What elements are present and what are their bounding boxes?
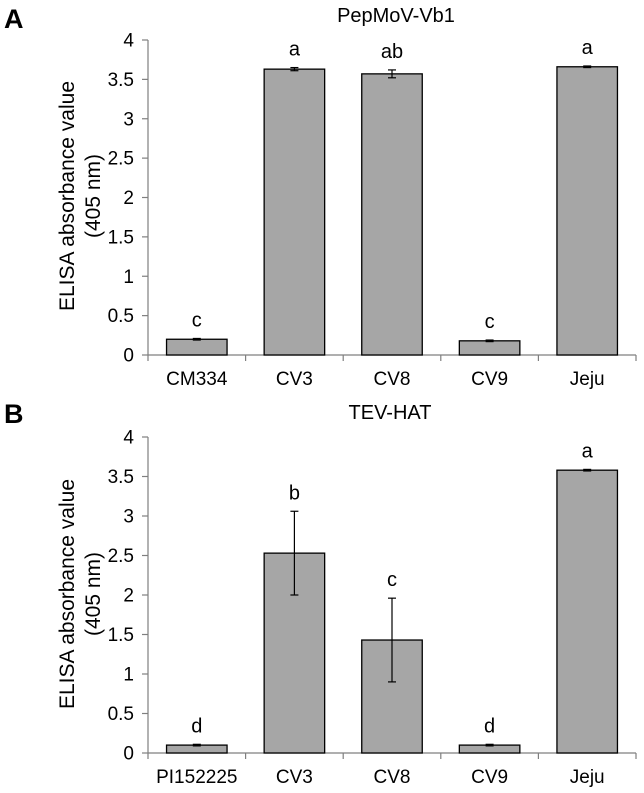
panel-a-category-label: CV8 — [374, 369, 411, 390]
panel-b-ytick-label: 3.5 — [108, 467, 134, 488]
panel-b-category-label: CV8 — [374, 767, 411, 788]
panel-a-significance-label: c — [485, 311, 495, 333]
panel-a-ylabel-line1: ELISA absorbance value — [56, 81, 79, 311]
panel-b-category-label: PI152225 — [156, 767, 237, 788]
panel-a-ytick-label: 1.5 — [108, 227, 134, 248]
panel-a-bar-cv3 — [263, 68, 326, 356]
panel-b-significance-label: d — [484, 715, 495, 737]
panel-b-ytick-label: 1.5 — [108, 625, 134, 646]
panel-b-plot-area: 0 0.5 1 1.5 2 2.5 3 3.5 4 d PI152225 b CV3 c CV8 d CV9 a J… — [108, 428, 637, 788]
panel-a-significance-label: c — [192, 309, 202, 331]
panel-b-ytick-label: 0.5 — [108, 704, 134, 725]
panel-a-ytick-label: 4 — [123, 31, 134, 52]
panel-a-category-label: CM334 — [166, 369, 228, 390]
panel-a-significance-label: a — [289, 39, 301, 61]
panel-b-significance-label: c — [387, 569, 397, 591]
panel-a-bar-cv9 — [458, 340, 521, 356]
panel-b-ytick-label: 0 — [123, 744, 134, 765]
panel-b-letter: B — [4, 399, 24, 429]
panel-b-ylabel-line2: (405 nm) — [82, 552, 105, 636]
panel-b-ytick-label: 2.5 — [108, 546, 134, 567]
panel-a-ylabel: ELISA absorbance value (405 nm) — [56, 81, 105, 311]
panel-a-ytick-label: 3.5 — [108, 70, 134, 91]
panel-b-ytick-label: 3 — [123, 507, 134, 528]
panel-a-ytick-label: 0.5 — [108, 306, 134, 327]
panel-b-category-label: CV9 — [471, 767, 508, 788]
panel-a-letter: A — [4, 4, 24, 34]
panel-b-ylabel-line1: ELISA absorbance value — [56, 479, 79, 709]
panel-b-significance-label: d — [191, 715, 202, 737]
panel-b-bar-jeju — [556, 469, 619, 754]
panel-b-ytick-label: 2 — [123, 586, 134, 607]
panel-a-ytick-label: 2 — [123, 188, 134, 209]
panel-a-category-label: Jeju — [570, 369, 605, 390]
panel-b-significance-label: b — [289, 482, 300, 504]
panel-b-ytick-label: 4 — [123, 428, 134, 449]
panel-a-title: PepMoV-Vb1 — [337, 5, 455, 27]
panel-a-significance-label: ab — [381, 41, 403, 63]
panel-b-ylabel: ELISA absorbance value (405 nm) — [56, 479, 105, 709]
panel-a-ytick-label: 1 — [123, 267, 134, 288]
panel-a-ytick-label: 3 — [123, 109, 134, 130]
panel-b: B TEV-HAT ELISA absorbance value (405 nm… — [4, 399, 637, 788]
panel-a-ytick-label: 2.5 — [108, 149, 134, 170]
panel-b-title: TEV-HAT — [349, 402, 432, 424]
panel-b-significance-label: a — [582, 440, 594, 462]
panel-b-ytick-label: 1 — [123, 665, 134, 686]
panel-a-bar-jeju — [556, 66, 619, 356]
panel-a-bar-cm334 — [165, 338, 228, 356]
panel-a-ytick-label: 0 — [123, 346, 134, 367]
panel-a-significance-label: a — [582, 37, 594, 59]
panel-a-bar-cv8 — [361, 73, 423, 356]
panel-a: A PepMoV-Vb1 ELISA absorbance value (405… — [4, 4, 637, 390]
panel-b-category-label: CV3 — [276, 767, 313, 788]
panel-a-plot-area: 0 0.5 1 1.5 2 2.5 3 3.5 4 c CM334 a CV3 ab CV8 c CV9 a Jej… — [108, 31, 637, 390]
panel-a-ylabel-line2: (405 nm) — [82, 154, 105, 238]
panel-b-category-label: Jeju — [570, 767, 605, 788]
panel-a-category-label: CV3 — [276, 369, 313, 390]
panel-a-category-label: CV9 — [471, 369, 508, 390]
